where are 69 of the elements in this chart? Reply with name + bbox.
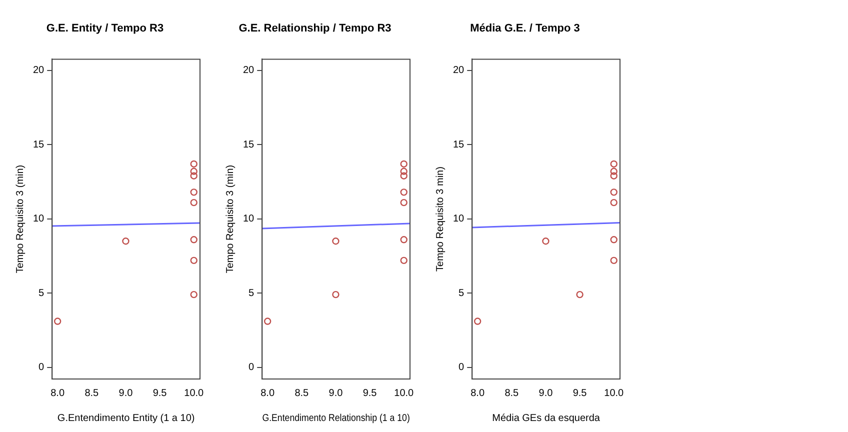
- point: [54, 318, 62, 325]
- y-tick-label: 15: [453, 139, 465, 150]
- point: [190, 236, 198, 244]
- point: [400, 168, 408, 175]
- x-tick-label: 8.0: [470, 388, 485, 399]
- point: [610, 160, 618, 168]
- y-axis-title: Tempo Requisito 3 (min): [14, 164, 26, 274]
- x-tick-label: 8.0: [50, 388, 65, 399]
- y-tick-label: 10: [453, 214, 465, 225]
- point: [610, 188, 618, 196]
- point: [400, 256, 408, 264]
- y-tick-label: 5: [458, 288, 465, 299]
- point: [400, 160, 408, 168]
- point: [190, 160, 198, 168]
- x-tick-label: 9.5: [152, 388, 168, 399]
- point: [400, 236, 408, 244]
- point: [400, 172, 408, 180]
- y-tick-label: 15: [33, 139, 45, 150]
- point: [190, 198, 198, 206]
- x-tick-label: 10.0: [184, 388, 204, 399]
- point: [610, 172, 618, 180]
- point: [400, 198, 408, 206]
- point: [190, 188, 198, 196]
- point: [610, 168, 618, 175]
- x-tick-label: 9.0: [118, 388, 134, 399]
- x-axis-title: Média GEs da esquerda: [492, 412, 600, 424]
- point: [610, 236, 618, 244]
- y-tick-label: 10: [33, 214, 45, 225]
- point: [610, 198, 618, 206]
- x-tick-label: 8.5: [504, 388, 520, 399]
- x-axis-title: G.Entendimento Relationship (1 a 10): [262, 411, 410, 423]
- x-tick-label: 9.5: [572, 388, 588, 399]
- chart-title: G.E. Entity / Tempo R3: [46, 22, 164, 35]
- y-tick-label: 15: [243, 139, 255, 150]
- y-axis-title: Tempo Requisito 3 min): [434, 166, 446, 272]
- x-tick-label: 8.5: [84, 388, 100, 399]
- y-tick-label: 0: [38, 362, 45, 374]
- point: [190, 172, 198, 180]
- y-tick-label: 0: [248, 362, 255, 374]
- x-tick-label: 9.0: [538, 388, 554, 399]
- point: [190, 168, 198, 175]
- point: [576, 290, 584, 298]
- point: [332, 290, 340, 298]
- chart-title: G.E. Relationship / Tempo R3: [238, 22, 392, 35]
- point: [332, 238, 340, 245]
- x-tick-label: 8.5: [294, 388, 310, 399]
- point: [264, 318, 272, 325]
- x-tick-label: 10.0: [604, 388, 624, 399]
- point: [190, 256, 198, 264]
- x-tick-label: 9.0: [328, 388, 344, 399]
- x-tick-label: 9.5: [362, 388, 378, 399]
- y-tick-label: 10: [243, 214, 255, 225]
- x-tick-label: 10.0: [394, 388, 414, 399]
- y-tick-label: 5: [38, 288, 45, 299]
- y-tick-label: 20: [453, 65, 465, 76]
- y-tick-label: 20: [243, 65, 255, 76]
- point: [400, 188, 408, 196]
- point: [474, 318, 482, 325]
- x-tick-label: 8.0: [260, 388, 275, 399]
- y-tick-label: 0: [458, 362, 465, 374]
- point: [190, 290, 198, 298]
- x-axis-title: G.Entendimento Entity (1 a 10): [57, 412, 195, 424]
- point: [610, 256, 618, 264]
- y-axis-title: Tempo Requisito 3 (min): [224, 164, 236, 274]
- chart-title: Média G.E. / Tempo 3: [470, 22, 580, 35]
- y-tick-label: 5: [248, 288, 255, 299]
- y-tick-label: 20: [33, 65, 45, 76]
- point: [122, 238, 130, 245]
- point: [542, 238, 550, 245]
